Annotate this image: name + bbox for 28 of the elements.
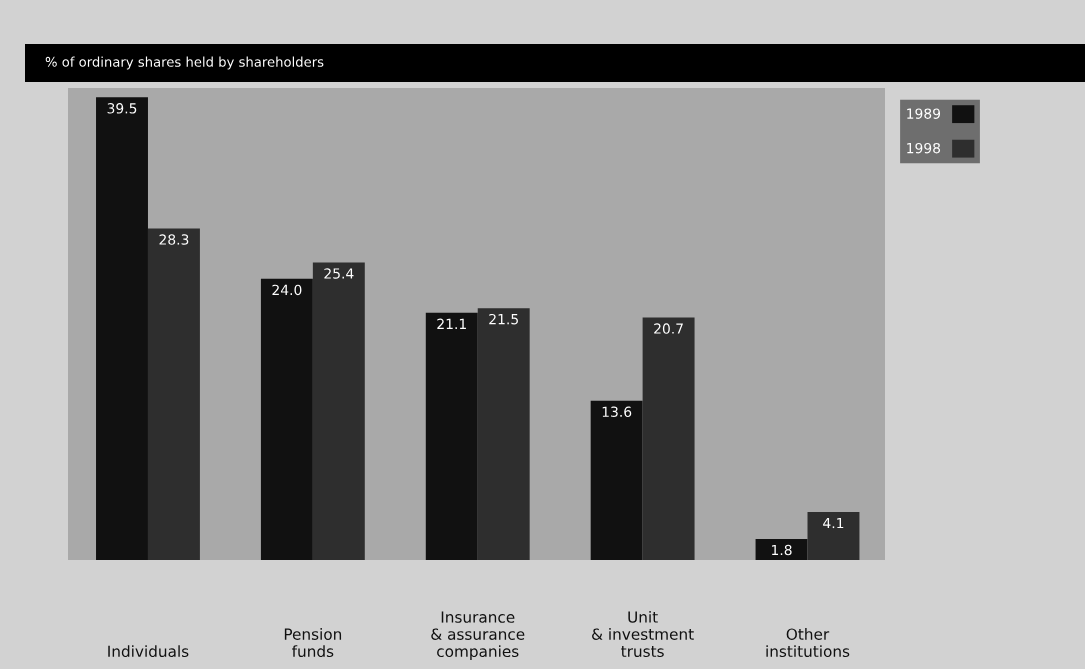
data-label: 28.3 (159, 234, 189, 245)
data-label: 21.5 (489, 313, 518, 325)
data-label: 39.5 (107, 103, 137, 114)
bar (755, 538, 808, 560)
x-tick-label: Individuals (108, 645, 189, 658)
x-tick-label: Unit & investment trusts (592, 611, 694, 658)
bar (96, 97, 148, 560)
data-label: 13.6 (602, 406, 632, 417)
data-label: 4.1 (823, 517, 844, 529)
legend-label: 1998 (907, 142, 941, 154)
bar (477, 308, 530, 560)
bar (807, 511, 860, 560)
bar (147, 228, 200, 560)
data-label: 21.1 (437, 318, 466, 329)
data-label: 24.0 (272, 284, 302, 296)
x-tick-label: Insurance & assurance companies (431, 611, 525, 660)
bar (642, 317, 695, 560)
chart-title: % of ordinary shares held by shareholders (45, 56, 324, 70)
data-label: 1.8 (772, 544, 792, 556)
data-label: 25.4 (324, 268, 354, 279)
x-tick-label: Pension funds (284, 628, 342, 658)
legend-label: 1989 (907, 108, 941, 119)
data-label: 20.7 (654, 323, 683, 334)
bar (590, 400, 643, 560)
bar (312, 262, 365, 560)
bar (260, 278, 313, 560)
x-tick-label: Other institutions (766, 628, 850, 658)
bar (425, 312, 478, 560)
